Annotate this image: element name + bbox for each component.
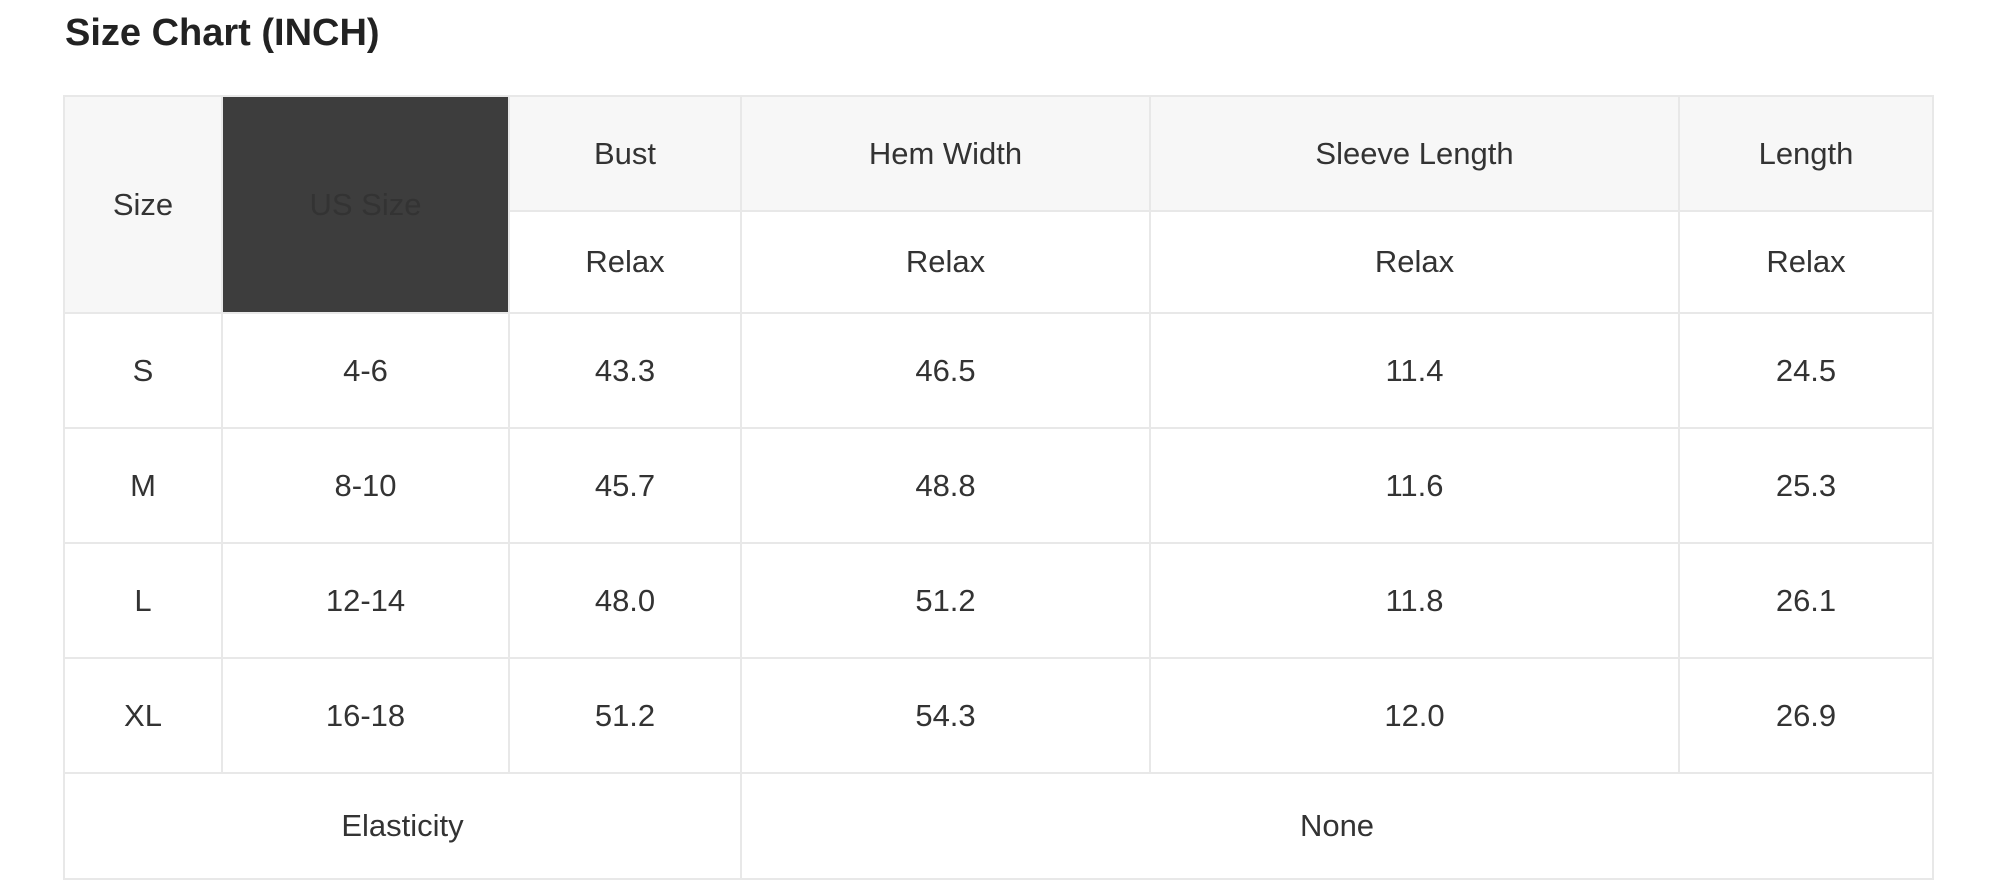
cell-xl-us-size: 16-18: [221, 657, 510, 774]
table-row-l: L 12-14 48.0 51.2 11.8 26.1: [63, 542, 1934, 659]
cell-s-size: S: [63, 312, 223, 429]
cell-l-sleeve-length: 11.8: [1149, 542, 1680, 659]
subheader-bust-relax: Relax: [508, 210, 742, 314]
col-header-hem-width: Hem Width: [740, 95, 1151, 212]
cell-l-size: L: [63, 542, 223, 659]
size-chart-table: Size US Size Bust Hem Width Sleeve Lengt…: [63, 95, 1934, 880]
cell-xl-sleeve-length: 12.0: [1149, 657, 1680, 774]
cell-m-length: 25.3: [1678, 427, 1934, 544]
elasticity-label: Elasticity: [63, 772, 742, 880]
col-header-sleeve-length: Sleeve Length: [1149, 95, 1680, 212]
header-row-fit: Relax Relax Relax Relax: [64, 210, 1934, 314]
cell-m-us-size: 8-10: [221, 427, 510, 544]
elasticity-value: None: [740, 772, 1934, 880]
col-header-us-size: US Size: [221, 95, 510, 314]
subheader-sleeve-length-relax: Relax: [1149, 210, 1680, 314]
cell-m-bust: 45.7: [508, 427, 742, 544]
col-header-size: Size: [63, 95, 223, 314]
col-header-bust: Bust: [508, 95, 742, 212]
cell-xl-length: 26.9: [1678, 657, 1934, 774]
cell-xl-bust: 51.2: [508, 657, 742, 774]
cell-l-hem-width: 51.2: [740, 542, 1151, 659]
table-row-xl: XL 16-18 51.2 54.3 12.0 26.9: [63, 657, 1934, 774]
cell-s-sleeve-length: 11.4: [1149, 312, 1680, 429]
table-row-elasticity: Elasticity None: [63, 772, 1934, 880]
cell-s-us-size: 4-6: [221, 312, 510, 429]
cell-m-sleeve-length: 11.6: [1149, 427, 1680, 544]
col-header-length: Length: [1678, 95, 1934, 212]
cell-s-length: 24.5: [1678, 312, 1934, 429]
table-row-m: M 8-10 45.7 48.8 11.6 25.3: [63, 427, 1934, 544]
cell-s-hem-width: 46.5: [740, 312, 1151, 429]
cell-xl-size: XL: [63, 657, 223, 774]
page-title: Size Chart (INCH): [65, 12, 380, 54]
subheader-length-relax: Relax: [1678, 210, 1934, 314]
table-row-s: S 4-6 43.3 46.5 11.4 24.5: [63, 312, 1934, 429]
header-row-main: Size US Size Bust Hem Width Sleeve Lengt…: [63, 95, 1934, 314]
cell-m-hem-width: 48.8: [740, 427, 1151, 544]
cell-m-size: M: [63, 427, 223, 544]
cell-l-us-size: 12-14: [221, 542, 510, 659]
cell-xl-hem-width: 54.3: [740, 657, 1151, 774]
cell-s-bust: 43.3: [508, 312, 742, 429]
cell-l-length: 26.1: [1678, 542, 1934, 659]
subheader-hem-width-relax: Relax: [740, 210, 1151, 314]
cell-l-bust: 48.0: [508, 542, 742, 659]
